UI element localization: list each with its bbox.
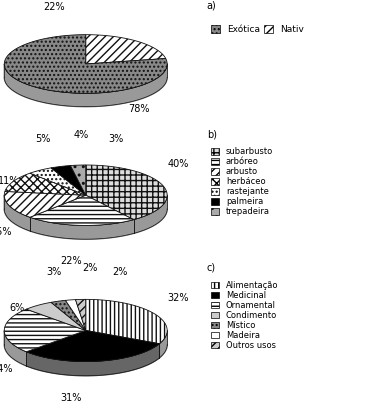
Text: 22%: 22% xyxy=(60,256,82,266)
Text: 31%: 31% xyxy=(60,393,82,403)
Polygon shape xyxy=(86,299,167,344)
Polygon shape xyxy=(4,330,167,376)
Polygon shape xyxy=(4,191,86,217)
Text: 4%: 4% xyxy=(74,130,89,140)
Text: 3%: 3% xyxy=(108,134,123,144)
Polygon shape xyxy=(30,217,133,239)
Text: 3%: 3% xyxy=(46,267,61,278)
Polygon shape xyxy=(4,309,86,352)
Polygon shape xyxy=(4,196,30,231)
Text: 40%: 40% xyxy=(167,159,189,168)
Polygon shape xyxy=(51,300,86,330)
Text: b): b) xyxy=(207,129,217,139)
Polygon shape xyxy=(159,331,167,358)
Text: c): c) xyxy=(207,263,216,273)
Polygon shape xyxy=(26,330,159,362)
Text: 24%: 24% xyxy=(0,364,13,374)
Polygon shape xyxy=(30,168,86,195)
Text: 6%: 6% xyxy=(9,303,25,313)
Polygon shape xyxy=(26,302,86,330)
Text: 11%: 11% xyxy=(0,177,19,187)
Text: 2%: 2% xyxy=(112,267,128,278)
Text: 32%: 32% xyxy=(167,293,189,303)
Polygon shape xyxy=(4,64,167,107)
Legend: subarbusto, arbóreo, arbusto, herbáceo, rastejante, palmeira, trepadeira: subarbusto, arbóreo, arbusto, herbáceo, … xyxy=(211,147,273,216)
Text: 15%: 15% xyxy=(0,227,13,237)
Polygon shape xyxy=(70,165,86,195)
Polygon shape xyxy=(5,66,167,107)
Polygon shape xyxy=(51,166,86,195)
Polygon shape xyxy=(86,165,167,220)
Polygon shape xyxy=(76,299,86,330)
Text: 5%: 5% xyxy=(35,134,50,144)
Polygon shape xyxy=(4,35,167,93)
Polygon shape xyxy=(4,331,26,366)
Polygon shape xyxy=(133,196,167,234)
Legend: Alimentação, Medicinal, Ornamental, Condimento, Místico, Madeira, Outros usos: Alimentação, Medicinal, Ornamental, Cond… xyxy=(211,281,279,350)
Polygon shape xyxy=(4,195,167,239)
Polygon shape xyxy=(86,35,166,64)
Text: 22%: 22% xyxy=(43,2,64,12)
Legend: Exótica, Nativ: Exótica, Nativ xyxy=(211,25,304,34)
Polygon shape xyxy=(30,195,133,225)
Text: 78%: 78% xyxy=(129,104,150,114)
Polygon shape xyxy=(5,173,86,195)
Text: a): a) xyxy=(207,0,217,10)
Polygon shape xyxy=(26,344,159,376)
Text: 2%: 2% xyxy=(82,263,98,273)
Polygon shape xyxy=(65,300,86,330)
